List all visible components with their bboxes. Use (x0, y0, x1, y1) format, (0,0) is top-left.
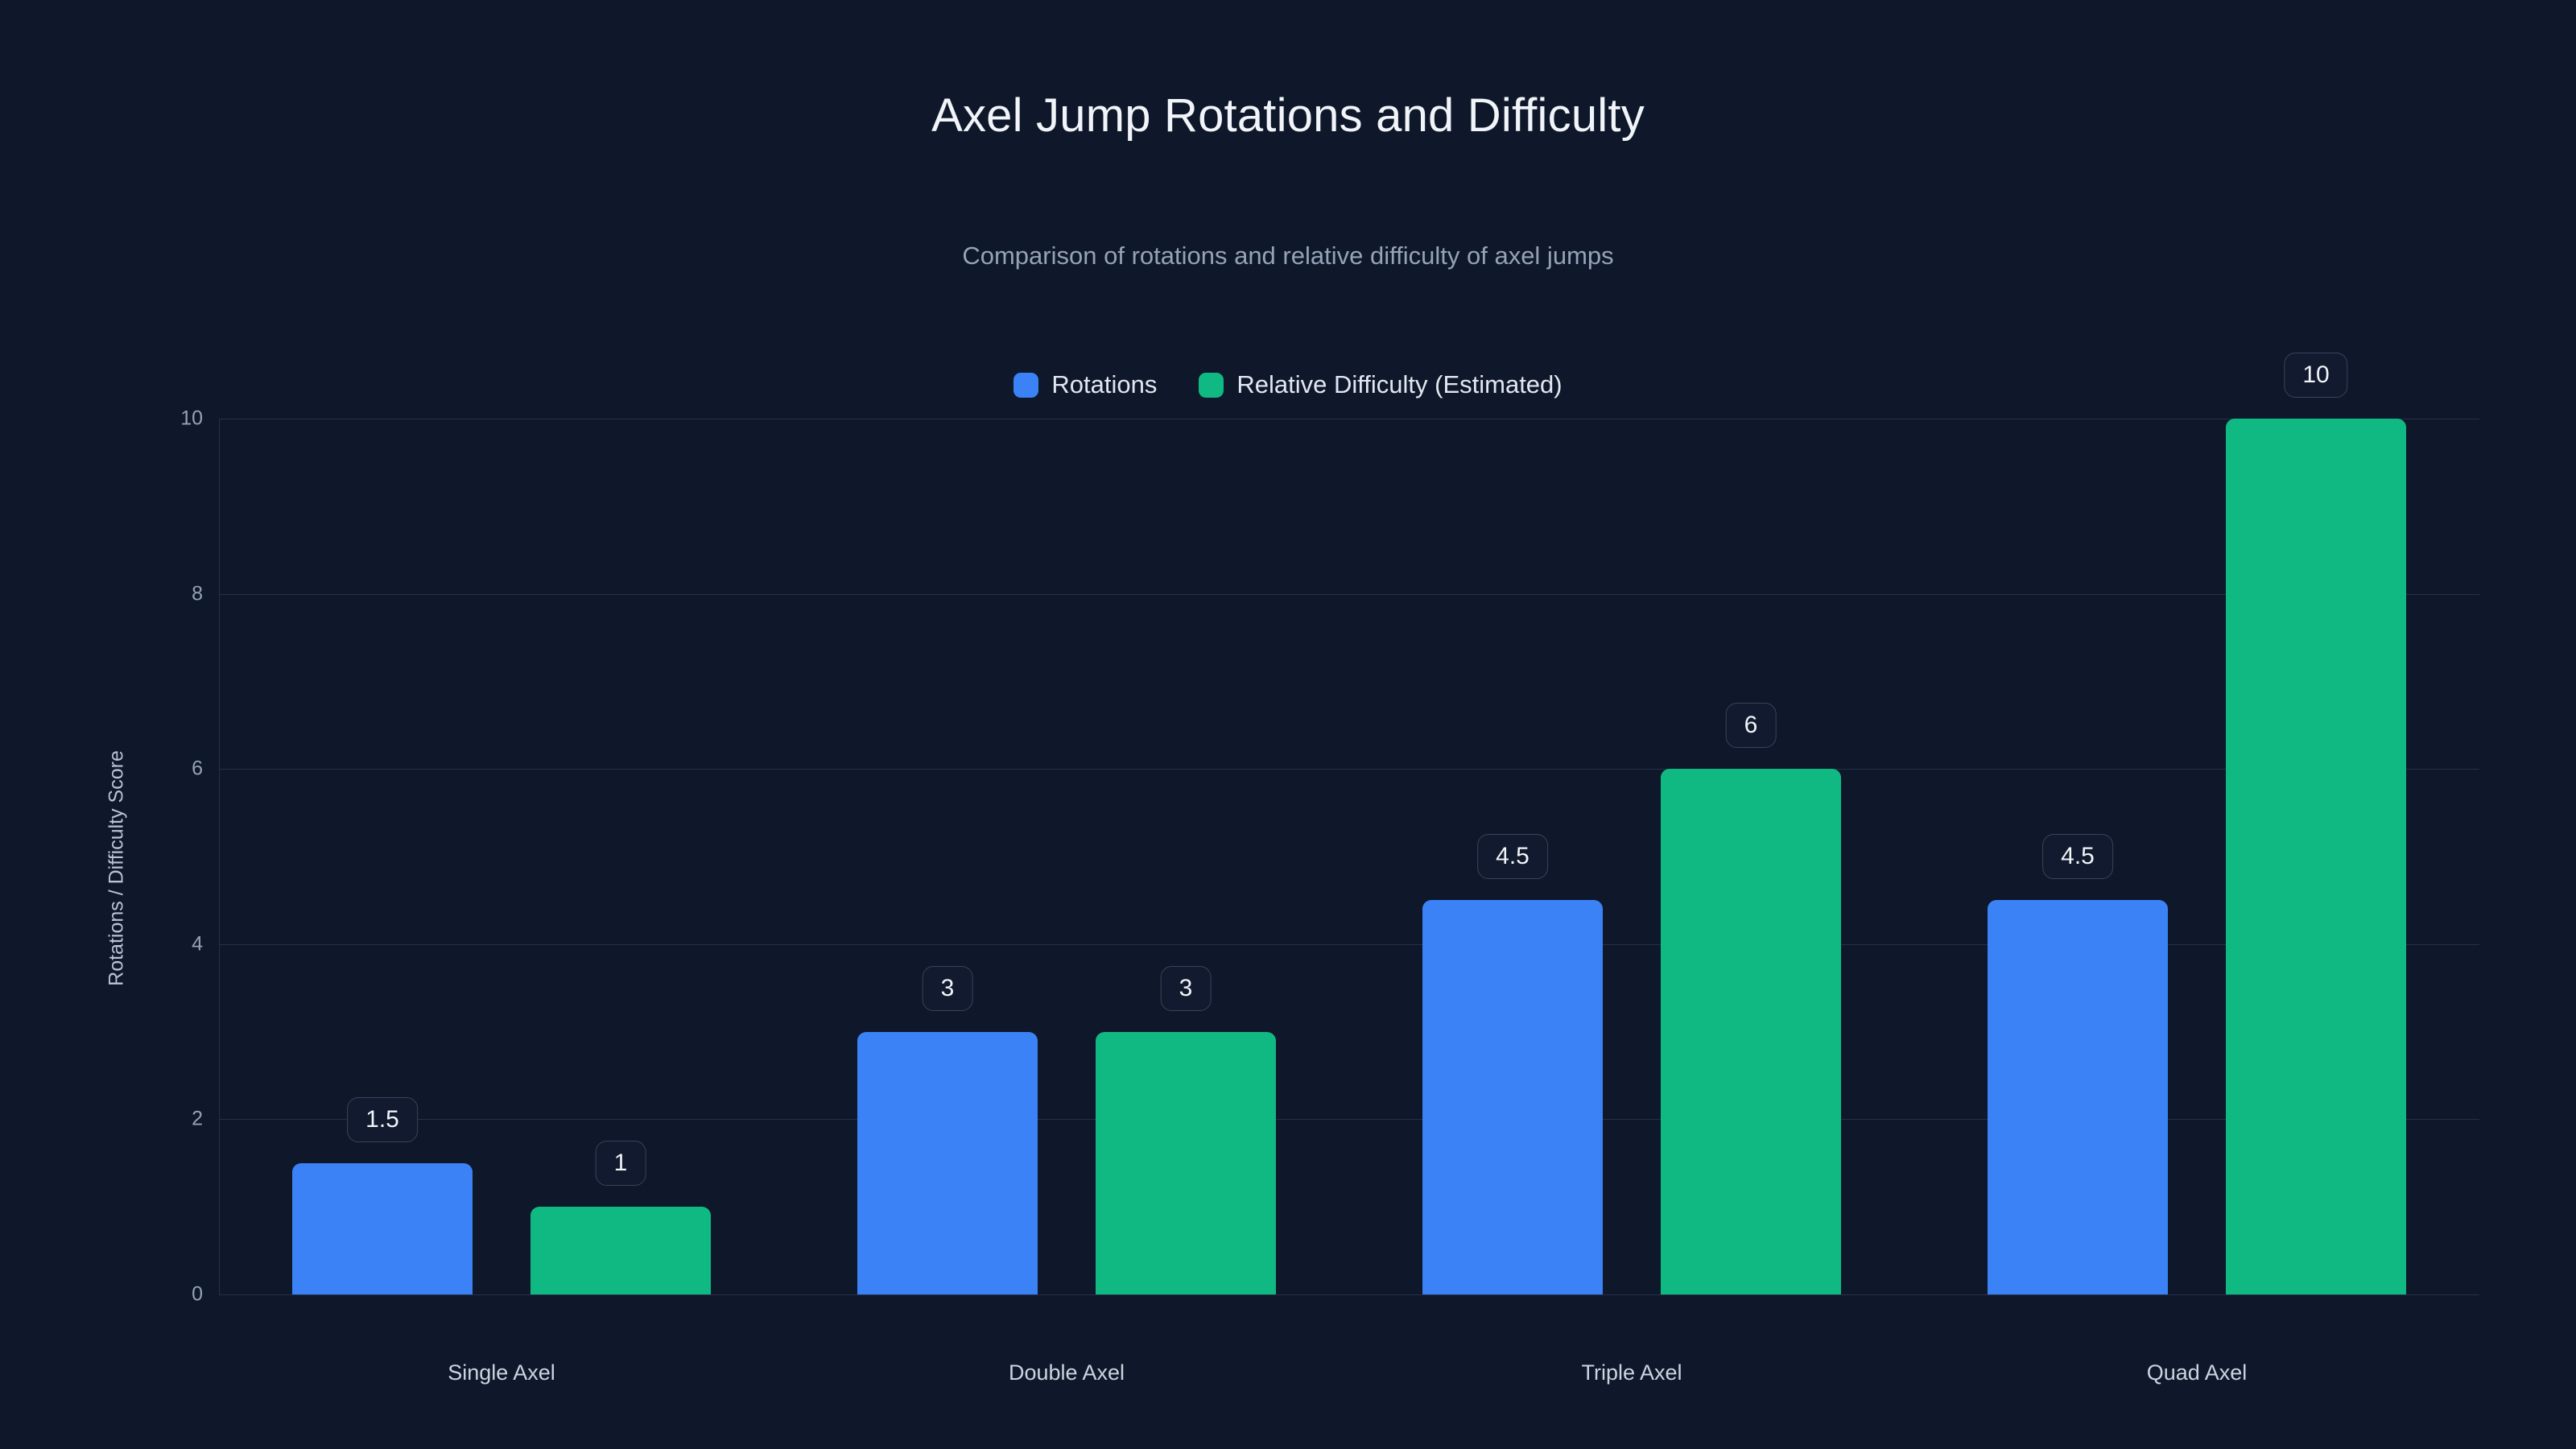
legend-swatch-icon (1199, 372, 1224, 398)
x-axis-tick-label: Double Axel (1008, 1360, 1125, 1385)
y-axis-line (219, 419, 220, 1295)
y-axis-tick-label: 8 (192, 582, 203, 605)
x-axis-tick-label: Triple Axel (1581, 1360, 1682, 1385)
bar-triple-axel-relative-difficulty-estimated[interactable] (1661, 769, 1841, 1294)
bar-value-label: 4.5 (2042, 834, 2113, 880)
y-axis-tick-label: 10 (180, 407, 203, 430)
bar-value-label: 1.5 (347, 1096, 418, 1142)
bar-value-label: 3 (922, 965, 973, 1011)
gridline-y-4 (219, 943, 2479, 945)
y-axis-tick-label: 2 (192, 1107, 203, 1130)
gridline-y-6 (219, 769, 2479, 770)
legend-label: Relative Difficulty (Estimated) (1236, 370, 1563, 398)
bar-triple-axel-rotations[interactable] (1422, 900, 1603, 1294)
bar-value-label: 6 (1725, 703, 1777, 749)
x-axis-tick-label: Quad Axel (2146, 1360, 2248, 1385)
bar-value-label: 10 (2284, 353, 2348, 398)
bar-value-label: 1 (595, 1141, 646, 1187)
gridline-y-8 (219, 593, 2479, 595)
bar-quad-axel-relative-difficulty-estimated[interactable] (2226, 419, 2406, 1294)
gridline-y-2 (219, 1119, 2479, 1121)
bar-double-axel-relative-difficulty-estimated[interactable] (1096, 1031, 1276, 1294)
legend-swatch-icon (1013, 372, 1039, 398)
legend-item-0[interactable]: Rotations (1013, 370, 1157, 399)
chart-title: Axel Jump Rotations and Difficulty (931, 89, 1645, 142)
chart-legend: Rotations Relative Difficulty (Estimated) (0, 370, 2576, 399)
bar-quad-axel-rotations[interactable] (1988, 900, 2168, 1294)
plot-area: 1.5 1 3 3 4.5 6 4.5 10 (219, 353, 2479, 1295)
bar-single-axel-rotations[interactable] (292, 1162, 473, 1294)
bar-value-label: 4.5 (1477, 834, 1548, 880)
y-axis-title: Rotations / Difficulty Score (105, 750, 128, 986)
legend-label: Rotations (1051, 370, 1158, 398)
x-axis-tick-label: Single Axel (448, 1360, 555, 1385)
y-axis-tick-label: 0 (192, 1282, 203, 1306)
legend-item-1[interactable]: Relative Difficulty (Estimated) (1199, 370, 1563, 399)
chart-subtitle: Comparison of rotations and relative dif… (962, 242, 1614, 270)
bar-single-axel-relative-difficulty-estimated[interactable] (530, 1207, 711, 1294)
bar-double-axel-rotations[interactable] (857, 1031, 1038, 1294)
gridline-y-0 (219, 1294, 2479, 1295)
bar-value-label: 3 (1160, 965, 1212, 1011)
